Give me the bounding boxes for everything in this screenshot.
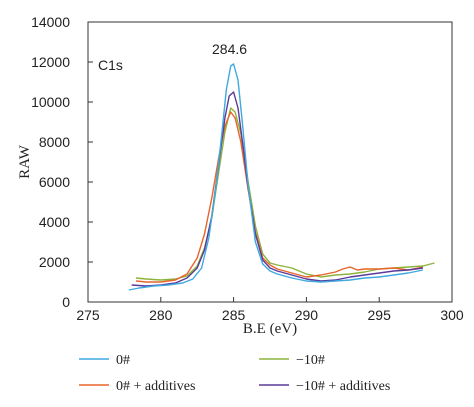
y-axis-ticks: 0 2000 4000 6000 8000 10000 12000 14000 [31, 14, 93, 310]
plot-frame [87, 21, 453, 303]
legend: 0# −10# 0# + additives −10# + additives [79, 353, 390, 394]
y-axis-title: RAW [17, 144, 33, 179]
legend-label-1: 0# + additives [116, 379, 195, 394]
legend-label-0: 0# [116, 353, 130, 368]
x-tick-label: 285 [222, 307, 246, 323]
c1s-annotation: C1s [98, 57, 123, 73]
series-lines [128, 63, 435, 291]
x-tick-label: 295 [368, 307, 392, 323]
y-tick-label: 10000 [31, 94, 70, 110]
legend-label-3: −10# + additives [296, 379, 390, 394]
y-tick-label: 12000 [31, 54, 70, 70]
x-tick-label: 290 [295, 307, 319, 323]
x-axis-ticks: 275 280 285 290 295 300 [76, 297, 464, 323]
series-line-3 [131, 91, 423, 287]
x-tick-label: 280 [149, 307, 173, 323]
y-tick-label: 0 [62, 294, 70, 310]
x-tick-label: 300 [440, 307, 464, 323]
series-line-1 [135, 111, 424, 283]
y-tick-label: 4000 [39, 214, 70, 230]
x-tick-label: 275 [76, 307, 100, 323]
y-tick-label: 2000 [39, 254, 70, 270]
legend-label-2: −10# [296, 353, 325, 368]
y-tick-label: 8000 [39, 134, 70, 150]
y-tick-label: 14000 [31, 14, 70, 30]
y-tick-label: 6000 [39, 174, 70, 190]
x-axis-title: B.E (eV) [243, 321, 297, 337]
series-line-0 [128, 63, 424, 291]
peak-annotation: 284.6 [212, 41, 247, 57]
series-line-2 [135, 107, 435, 281]
